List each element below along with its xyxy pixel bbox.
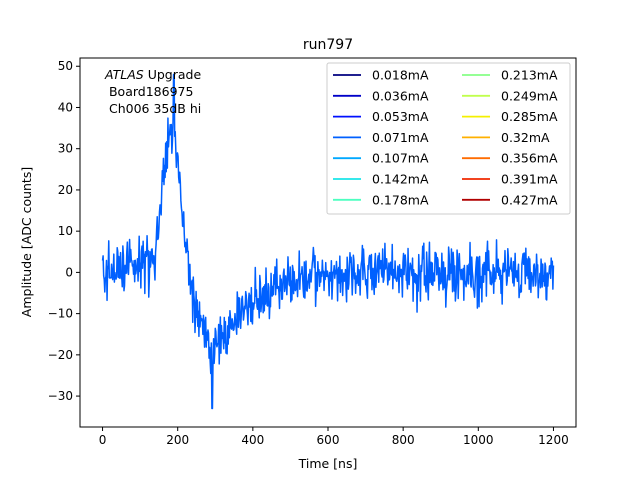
legend-entry-label: 0.213mA	[501, 68, 558, 83]
plot-area	[101, 73, 555, 410]
legend-entry-label: 0.391mA	[501, 172, 558, 187]
x-tick-label: 600	[317, 433, 340, 447]
y-tick-label: −30	[48, 389, 73, 403]
y-tick-label: 50	[58, 59, 73, 73]
legend-entry-label: 0.053mA	[372, 109, 429, 124]
legend-entry-label: 0.071mA	[372, 130, 429, 145]
legend: 0.018mA 0.036mA 0.053mA 0.071mA 0.107mA 0.142…	[326, 62, 571, 215]
chart-title: run797	[303, 37, 353, 53]
legend-entry-label: 0.356mA	[501, 151, 558, 166]
y-axis: −30 −20 −10 0 10 20 30 40 50	[48, 59, 80, 403]
annotation-line-3: Ch006 35dB hi	[105, 101, 201, 116]
y-tick-label: 30	[58, 142, 73, 156]
legend-entry-label: 0.427mA	[501, 192, 558, 207]
y-tick-label: −10	[48, 307, 73, 321]
legend-entry-label: 0.249mA	[501, 88, 558, 103]
legend-box	[326, 62, 571, 215]
legend-entry-label: 0.036mA	[372, 88, 429, 103]
x-axis: 0 200 400 600 800 1000 1200	[99, 427, 569, 447]
legend-entry-label: 0.178mA	[372, 192, 429, 207]
x-tick-label: 1200	[538, 433, 569, 447]
x-axis-label: Time [ns]	[298, 456, 358, 471]
atlas-annotation: ATLAS Upgrade Board186975 Ch006 35dB hi	[104, 67, 201, 116]
legend-entry-label: 0.018mA	[372, 68, 429, 83]
legend-entry-label: 0.32mA	[501, 130, 550, 145]
y-tick-label: 0	[65, 265, 73, 279]
x-tick-label: 1000	[463, 433, 494, 447]
annotation-rest: Upgrade	[144, 67, 202, 82]
waveform-line	[101, 73, 555, 410]
y-tick-label: −20	[48, 348, 73, 362]
annotation-line-2: Board186975	[105, 84, 193, 99]
legend-entry-label: 0.285mA	[501, 109, 558, 124]
x-tick-label: 200	[166, 433, 189, 447]
y-tick-label: 10	[58, 224, 73, 238]
annotation-italic: ATLAS	[104, 67, 144, 82]
y-tick-label: 20	[58, 183, 73, 197]
legend-entry-label: 0.142mA	[372, 172, 429, 187]
annotation-line-1: ATLAS Upgrade	[104, 67, 201, 82]
series-layer	[101, 73, 555, 410]
y-tick-label: 40	[58, 100, 73, 114]
x-tick-label: 400	[241, 433, 264, 447]
y-axis-label: Amplitude [ADC counts]	[19, 167, 34, 317]
legend-entry-label: 0.107mA	[372, 151, 429, 166]
x-tick-label: 0	[99, 433, 107, 447]
x-tick-label: 800	[392, 433, 415, 447]
